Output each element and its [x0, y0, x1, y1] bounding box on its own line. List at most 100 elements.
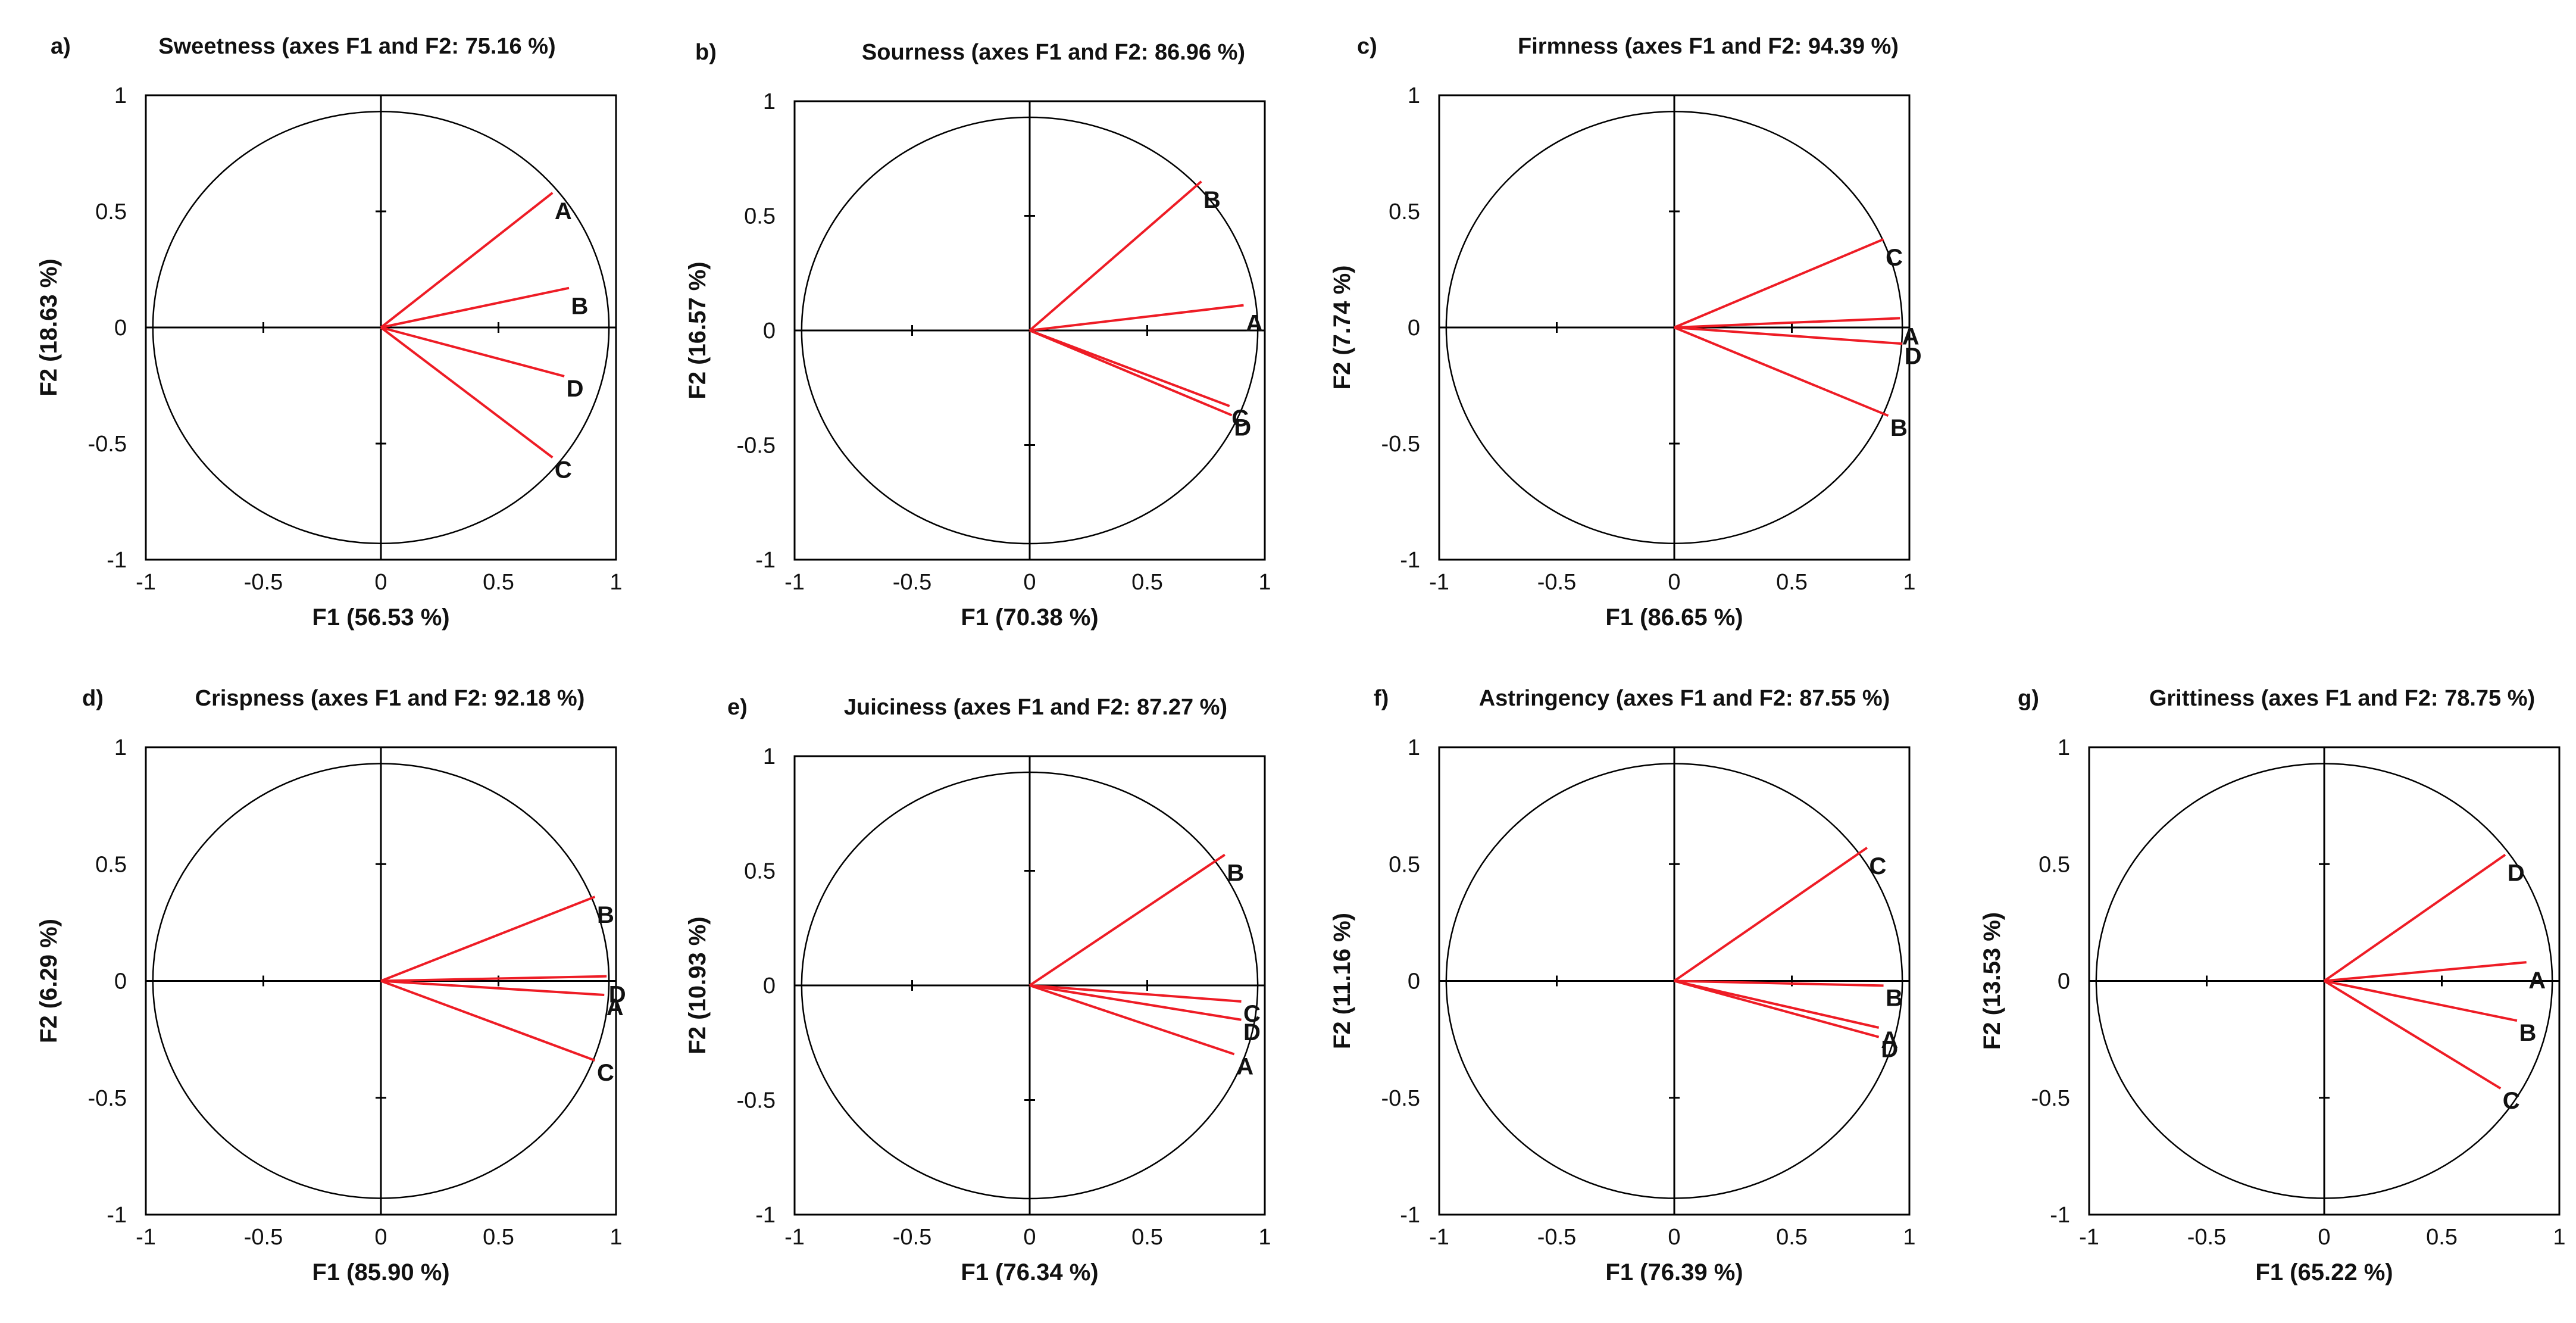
chart-panel-f: f) Astringency (axes F1 and F2: 87.55 %) -…	[1329, 686, 1916, 1285]
x-axis-label: F1 (85.90 %)	[312, 1259, 449, 1285]
x-tick-label: 0.5	[1131, 570, 1163, 595]
y-tick-label: 0	[1408, 316, 1420, 341]
x-tick-label: -1	[1429, 1225, 1449, 1250]
x-tick-label: 0	[374, 1225, 387, 1250]
vector-line-B	[1028, 853, 1226, 987]
y-tick-label: 0.5	[744, 204, 776, 229]
vector-line-C	[380, 326, 554, 458]
chart-title: Firmness (axes F1 and F2: 94.39 %)	[1518, 34, 1899, 59]
x-tick-label: -1	[784, 570, 805, 595]
x-axis-label: F1 (56.53 %)	[312, 604, 449, 631]
y-tick-label: -1	[107, 1203, 127, 1228]
x-tick-label: -0.5	[1537, 570, 1576, 595]
vector-label-B: B	[1227, 860, 1244, 887]
x-tick-label: -0.5	[1537, 1225, 1576, 1250]
chart-title: Sweetness (axes F1 and F2: 75.16 %)	[158, 34, 555, 59]
y-tick-label: -0.5	[737, 433, 776, 458]
panel-letter: e)	[727, 695, 748, 720]
vector-label-D: D	[2508, 860, 2525, 887]
panel-letter: d)	[82, 686, 104, 711]
vector-line-B	[380, 286, 570, 329]
y-tick-label: -1	[755, 1203, 776, 1228]
vector-label-D: D	[1243, 1019, 1261, 1046]
x-tick-label: 0.5	[1131, 1225, 1163, 1250]
chart-title: Astringency (axes F1 and F2: 87.55 %)	[1479, 686, 1890, 711]
y-tick-label: -0.5	[1381, 1086, 1420, 1111]
x-tick-label: 1	[609, 570, 622, 595]
vector-label-C: C	[1231, 405, 1249, 432]
vector-label-C: C	[1886, 245, 1903, 271]
y-tick-label: -1	[755, 548, 776, 573]
x-tick-label: -0.5	[244, 1225, 283, 1250]
vector-line-B	[1028, 180, 1202, 332]
y-axis-label: F2 (10.93 %)	[684, 916, 711, 1054]
panel-letter: f)	[1374, 686, 1389, 711]
x-tick-label: -1	[2079, 1225, 2099, 1250]
y-axis-label: F2 (16.57 %)	[684, 261, 711, 399]
vector-line-D	[380, 326, 565, 377]
x-tick-label: 1	[1903, 1225, 1915, 1250]
vector-label-A: A	[607, 994, 624, 1021]
x-axis-label: F1 (65.22 %)	[2255, 1259, 2393, 1285]
y-tick-label: 0	[763, 319, 776, 344]
x-tick-label: 0	[374, 570, 387, 595]
vector-line-A	[1029, 304, 1244, 332]
chart-title: Crispness (axes F1 and F2: 92.18 %)	[195, 686, 585, 711]
vector-label-D: D	[1234, 414, 1251, 441]
x-tick-label: 0	[2318, 1225, 2330, 1250]
y-tick-label: 0	[763, 973, 776, 999]
y-tick-label: -1	[107, 548, 127, 573]
vector-line-C	[1673, 847, 1868, 982]
x-tick-label: -1	[1429, 570, 1449, 595]
vector-label-D: D	[1881, 1037, 1898, 1063]
vector-label-B: B	[2519, 1020, 2536, 1046]
y-tick-label: 1	[763, 744, 776, 769]
x-tick-label: 1	[1903, 570, 1915, 595]
vector-line-D	[1674, 326, 1903, 345]
y-tick-label: 0.5	[1389, 852, 1420, 877]
vector-line-A	[380, 979, 605, 997]
y-axis-label: F2 (11.16 %)	[1329, 913, 1355, 1049]
y-tick-label: 1	[1408, 735, 1420, 760]
vector-label-B: B	[1203, 187, 1221, 213]
vector-label-C: C	[1869, 853, 1886, 879]
chart-panel-d: d) Crispness (axes F1 and F2: 92.18 %)-1-…	[36, 686, 626, 1285]
vector-label-B: B	[597, 902, 614, 928]
vector-label-D: D	[609, 982, 626, 1008]
y-tick-label: -0.5	[2031, 1086, 2070, 1111]
panel-letter: b)	[695, 40, 717, 65]
x-axis-label: F1 (76.39 %)	[1605, 1259, 1743, 1285]
vector-line-A	[1674, 979, 1880, 1029]
x-tick-label: 0.5	[2426, 1225, 2458, 1250]
x-axis-label: F1 (86.65 %)	[1605, 604, 1743, 631]
y-axis-label: F2 (7.74 %)	[1329, 266, 1355, 390]
vector-label-A: A	[1902, 323, 1920, 350]
vector-label-C: C	[597, 1060, 614, 1086]
x-tick-label: -0.5	[893, 1225, 931, 1250]
x-tick-label: -1	[784, 1225, 805, 1250]
x-tick-label: 1	[1258, 1225, 1271, 1250]
vector-line-A	[2324, 961, 2527, 982]
x-tick-label: 0.5	[1776, 1225, 1808, 1250]
vector-line-B	[2324, 979, 2518, 1022]
vector-line-D	[2323, 853, 2506, 982]
y-tick-label: 0.5	[744, 859, 776, 884]
x-tick-label: 1	[2553, 1225, 2565, 1250]
x-tick-label: 0	[1668, 570, 1680, 595]
x-tick-label: -0.5	[2187, 1225, 2226, 1250]
chart-title: Juiciness (axes F1 and F2: 87.27 %)	[844, 695, 1227, 720]
vector-line-B	[1674, 979, 1884, 987]
x-tick-label: -0.5	[244, 570, 283, 595]
vector-label-C: C	[1243, 1001, 1261, 1027]
chart-panel-b: b) Sourness (axes F1 and F2: 86.96 %) -1 -0…	[684, 40, 1271, 631]
vector-line-C	[1674, 238, 1884, 329]
vector-label-A: A	[1236, 1054, 1253, 1080]
x-tick-label: -1	[136, 1225, 156, 1250]
vector-line-D	[1029, 984, 1242, 1021]
y-tick-label: 1	[114, 735, 127, 760]
vector-line-C	[380, 979, 596, 1062]
vector-label-B: B	[571, 294, 589, 320]
vector-label-A: A	[1881, 1027, 1898, 1053]
vector-label-A: A	[1246, 311, 1263, 337]
x-axis-label: F1 (70.38 %)	[961, 604, 1098, 631]
